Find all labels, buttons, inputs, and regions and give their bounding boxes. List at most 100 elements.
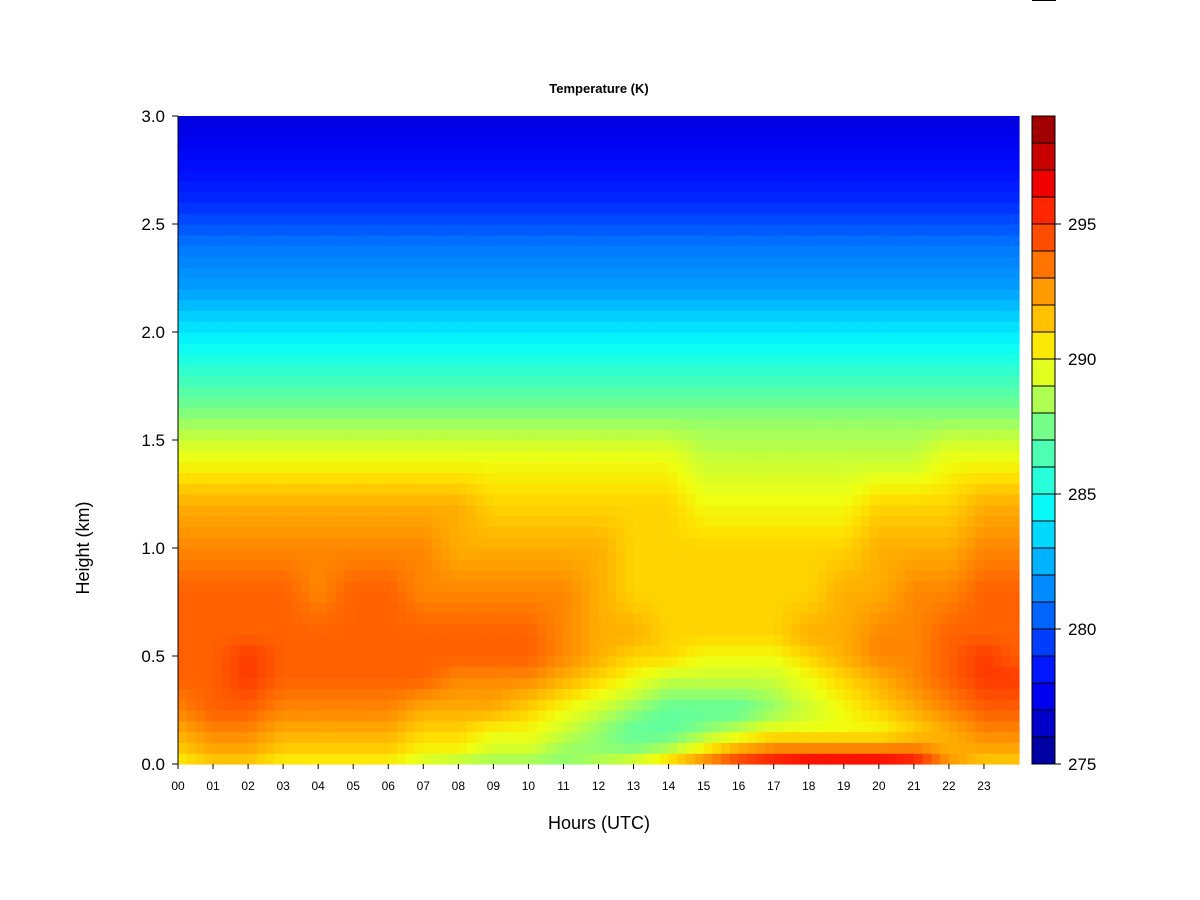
heatmap-cell (248, 742, 258, 754)
heatmap-cell (642, 580, 652, 592)
heatmap-cell (791, 148, 801, 160)
heatmap-cell (887, 256, 897, 268)
heatmap-cell (633, 364, 643, 376)
heatmap-cell (694, 180, 705, 193)
heatmap-cell (379, 472, 389, 484)
heatmap-cell (432, 375, 442, 387)
heatmap-cell (738, 461, 749, 473)
heatmap-cell (826, 321, 836, 333)
heatmap-cell (493, 623, 503, 635)
heatmap-cell (475, 623, 486, 635)
heatmap-cell (344, 731, 354, 743)
heatmap-cell (510, 245, 521, 257)
heatmap-cell (467, 753, 477, 765)
heatmap-cell (274, 213, 284, 225)
heatmap-cell (572, 548, 582, 560)
heatmap-cell (764, 677, 775, 689)
heatmap-cell (256, 461, 267, 473)
heatmap-cell (694, 504, 705, 517)
heatmap-cell (835, 688, 845, 700)
heatmap-cell (256, 170, 267, 182)
heatmap-cell (353, 202, 363, 214)
heatmap-cell (694, 580, 705, 592)
heatmap-cell (484, 116, 494, 128)
heatmap-cell (405, 364, 416, 376)
heatmap-cell (195, 256, 205, 268)
heatmap-cell (694, 386, 705, 398)
heatmap-cell (335, 299, 346, 311)
heatmap-cell (598, 558, 608, 571)
heatmap-cell (405, 515, 416, 527)
heatmap-cell (274, 504, 284, 517)
heatmap-cell (808, 440, 819, 452)
heatmap-cell (335, 137, 346, 149)
heatmap-cell (694, 440, 705, 452)
heatmap-cell (221, 375, 232, 387)
heatmap-cell (835, 710, 845, 722)
heatmap-cell (186, 710, 197, 722)
heatmap-cell (773, 504, 784, 517)
heatmap-cell (449, 450, 459, 463)
heatmap-cell (440, 461, 451, 473)
heatmap-cell (817, 472, 827, 484)
heatmap-cell (186, 558, 197, 571)
heatmap-cell (370, 418, 381, 430)
heatmap-cell (432, 288, 442, 301)
heatmap-cell (861, 278, 871, 290)
heatmap-cell (878, 234, 889, 247)
heatmap-cell (799, 245, 810, 257)
heatmap-cell (361, 634, 372, 646)
heatmap-cell (326, 159, 337, 171)
heatmap-cell (887, 440, 897, 452)
heatmap-cell (432, 299, 442, 311)
heatmap-cell (870, 677, 880, 689)
heatmap-cell (580, 472, 591, 484)
heatmap-cell (361, 180, 372, 193)
heatmap-cell (213, 612, 223, 625)
heatmap-cell (572, 558, 582, 571)
heatmap-cell (835, 224, 845, 236)
heatmap-cell (799, 224, 810, 236)
heatmap-cell (721, 342, 731, 355)
heatmap-cell (607, 396, 617, 409)
heatmap-cell (773, 602, 784, 614)
heatmap-cell (861, 267, 871, 279)
heatmap-cell (221, 310, 232, 322)
heatmap-cell (221, 353, 232, 365)
heatmap-cell (405, 504, 416, 517)
heatmap-cell (729, 742, 740, 754)
heatmap-cell (870, 180, 880, 193)
heatmap-cell (870, 710, 880, 722)
heatmap-cell (563, 396, 573, 409)
heatmap-cell (510, 526, 521, 538)
heatmap-cell (326, 180, 337, 193)
heatmap-cell (870, 299, 880, 311)
heatmap-cell (782, 234, 792, 247)
heatmap-cell (318, 612, 328, 625)
heatmap-cell (589, 353, 600, 365)
heatmap-cell (764, 742, 775, 754)
heatmap-cell (642, 321, 652, 333)
heatmap-cell (265, 677, 275, 689)
heatmap-cell (668, 634, 678, 646)
heatmap-cell (484, 710, 494, 722)
heatmap-cell (519, 526, 530, 538)
heatmap-cell (896, 666, 906, 679)
heatmap-cell (291, 623, 302, 635)
heatmap-cell (747, 634, 757, 646)
heatmap-cell (248, 580, 258, 592)
heatmap-cell (178, 677, 188, 689)
heatmap-cell (799, 504, 810, 517)
heatmap-cell (799, 310, 810, 322)
heatmap-cell (843, 526, 854, 538)
heatmap-cell (616, 677, 626, 689)
heatmap-cell (721, 677, 731, 689)
heatmap-cell (598, 202, 608, 214)
heatmap-cell (826, 407, 836, 419)
heatmap-cell (397, 720, 407, 733)
heatmap-cell (878, 353, 889, 365)
heatmap-cell (230, 677, 240, 689)
heatmap-cell (458, 180, 468, 193)
heatmap-cell (528, 396, 538, 409)
heatmap-cell (309, 202, 319, 214)
